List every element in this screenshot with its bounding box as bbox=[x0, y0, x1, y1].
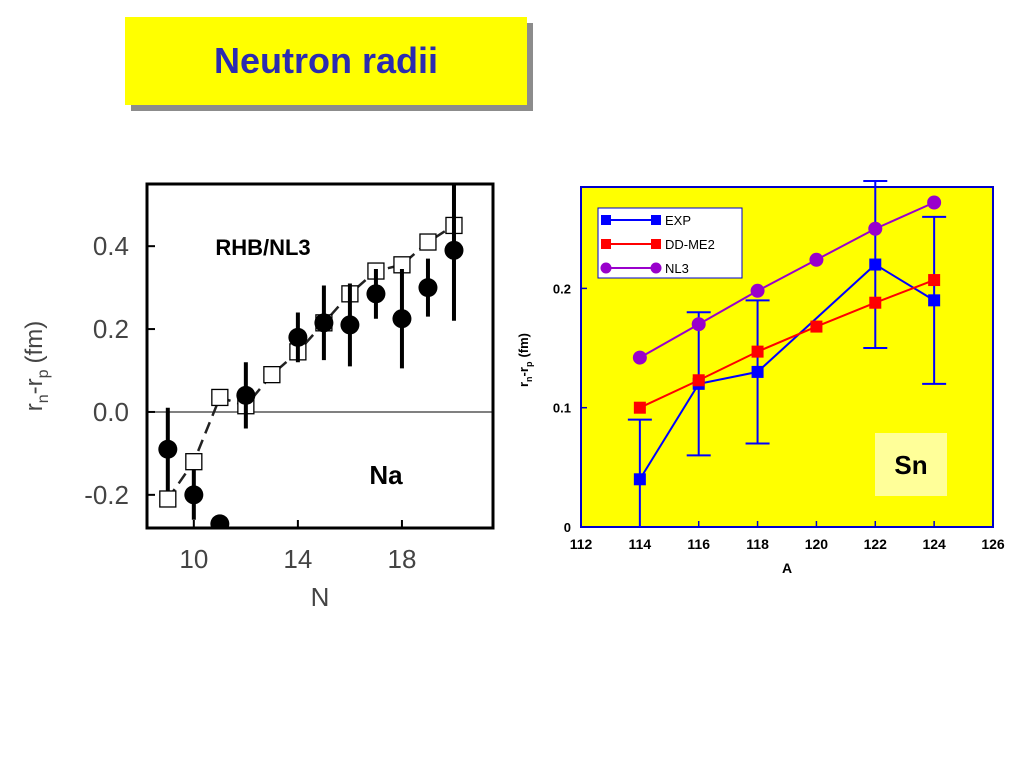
sn-y-tick-label: 0.2 bbox=[553, 281, 571, 296]
sn-x-tick-label: 126 bbox=[981, 536, 1005, 552]
na-x-tick-label: 14 bbox=[283, 544, 312, 574]
sn-y-axis-label: rn-rp(fm) bbox=[516, 333, 534, 387]
sn-legend-marker bbox=[651, 239, 661, 249]
sn-ddme2-point bbox=[692, 374, 705, 387]
sn-nl3-point bbox=[632, 350, 647, 365]
na-x-tick-label: 18 bbox=[387, 544, 416, 574]
na-theory-marker bbox=[185, 453, 203, 471]
na-y-tick-label: 0.4 bbox=[93, 231, 129, 261]
na-theory-marker bbox=[419, 233, 437, 251]
sn-legend-marker bbox=[601, 215, 611, 225]
na-exp-point bbox=[444, 240, 464, 260]
na-exp-point bbox=[340, 315, 360, 335]
sn-x-tick-label: 124 bbox=[922, 536, 946, 552]
sn-legend-label: NL3 bbox=[665, 261, 689, 276]
sn-legend-label: EXP bbox=[665, 213, 691, 228]
sn-nl3-point bbox=[691, 317, 706, 332]
na-exp-point bbox=[184, 485, 204, 505]
sn-x-tick-label: 118 bbox=[746, 536, 769, 552]
na-y-tick-label: -0.2 bbox=[84, 480, 129, 510]
na-y-tick-label: 0.2 bbox=[93, 314, 129, 344]
sn-ddme2-point bbox=[751, 345, 764, 358]
na-x-tick-label: 10 bbox=[179, 544, 208, 574]
na-exp-point bbox=[210, 514, 230, 528]
na-exp-point bbox=[418, 278, 438, 298]
sn-ddme2-point bbox=[928, 274, 941, 287]
sn-legend-marker bbox=[651, 215, 661, 225]
sn-nl3-point bbox=[750, 283, 765, 298]
na-exp-point bbox=[392, 309, 412, 329]
sn-nl3-point bbox=[868, 221, 883, 236]
sn-label-box bbox=[875, 433, 947, 496]
na-x-axis-label: N bbox=[311, 582, 330, 612]
sn-ddme2-point bbox=[633, 401, 646, 414]
sn-x-tick-label: 122 bbox=[864, 536, 888, 552]
sn-exp-point bbox=[928, 294, 941, 307]
na-model-label: RHB/NL3 bbox=[215, 235, 310, 260]
sn-exp-point bbox=[751, 365, 764, 378]
na-exp-point bbox=[288, 327, 308, 347]
sn-nucleus-label: Sn bbox=[894, 450, 927, 480]
na-theory-marker bbox=[159, 490, 177, 508]
sn-x-tick-label: 120 bbox=[805, 536, 829, 552]
sn-legend-marker bbox=[600, 262, 612, 274]
na-y-tick-label: 0.0 bbox=[93, 397, 129, 427]
title-box: Neutron radii bbox=[125, 17, 527, 105]
sn-y-tick-label: 0 bbox=[564, 520, 571, 535]
sn-ddme2-point bbox=[869, 296, 882, 309]
na-exp-point bbox=[158, 439, 178, 459]
sn-legend-label: DD-ME2 bbox=[665, 237, 715, 252]
sn-exp-point bbox=[633, 473, 646, 486]
sn-legend-marker bbox=[650, 262, 662, 274]
na-exp-point bbox=[366, 284, 386, 304]
sn-legend: EXP DD-ME2 NL3 bbox=[597, 207, 743, 279]
sn-ddme2-line bbox=[639, 279, 935, 409]
slide-title: Neutron radii bbox=[213, 40, 438, 81]
sn-exp-point bbox=[869, 258, 882, 271]
sn-nl3-point bbox=[809, 252, 824, 267]
na-nucleus-label: Na bbox=[369, 460, 403, 490]
sn-nl3-point bbox=[927, 195, 942, 210]
sn-ddme2-point bbox=[810, 320, 823, 333]
na-theory-marker bbox=[263, 366, 281, 384]
sn-x-axis-label: A bbox=[782, 560, 792, 576]
na-theory-marker bbox=[211, 388, 229, 407]
na-exp-point bbox=[314, 313, 334, 333]
sn-legend-marker bbox=[601, 239, 611, 249]
sn-x-tick-label: 112 bbox=[570, 536, 593, 552]
sn-y-tick-label: 0.1 bbox=[553, 401, 571, 416]
na-y-axis-label: rn-rp(fm) bbox=[21, 321, 52, 411]
sn-x-tick-label: 114 bbox=[629, 536, 652, 552]
na-exp-point bbox=[236, 385, 256, 405]
sn-x-tick-label: 116 bbox=[687, 536, 710, 552]
sn-nl3-line bbox=[639, 201, 935, 359]
